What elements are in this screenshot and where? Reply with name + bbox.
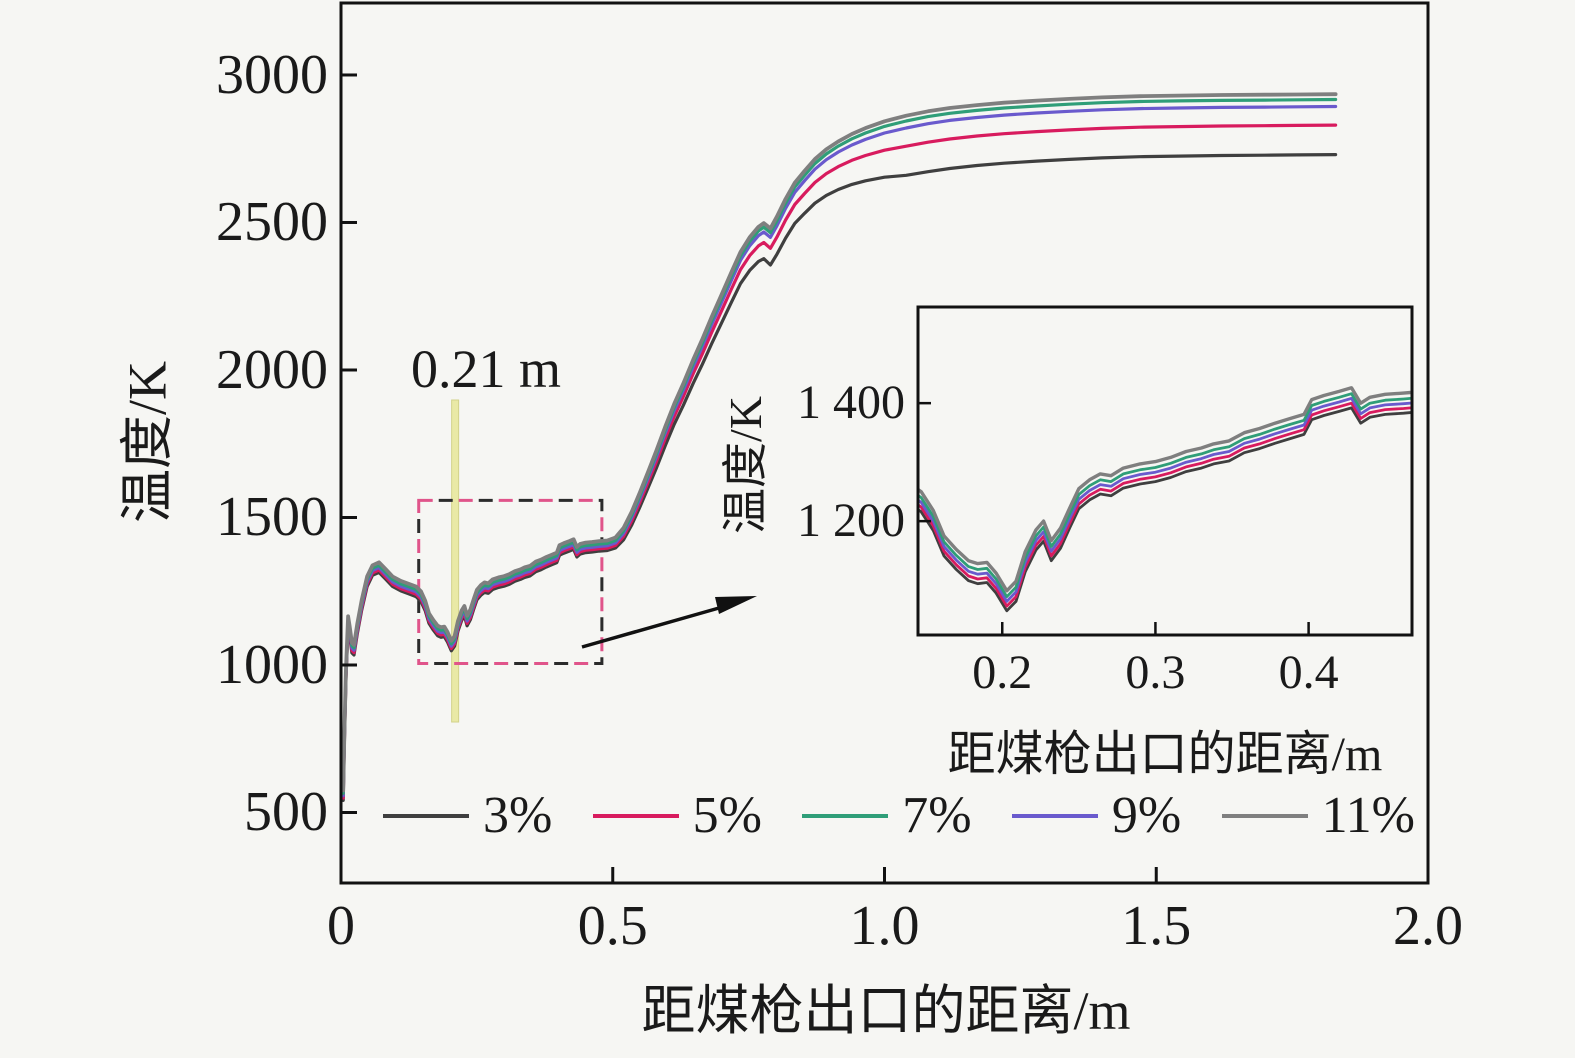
inset-x-tick-label-0.2: 0.2 bbox=[972, 646, 1033, 699]
inset-x-tick-label-0.4: 0.4 bbox=[1278, 646, 1339, 699]
series-line-inset-3% bbox=[918, 406, 1412, 613]
main-x-axis-title: 距煤枪出口的距离/m bbox=[641, 981, 1131, 1041]
legend-item-5%: 5% bbox=[592, 787, 762, 845]
main-x-tick-label-1.5: 1.5 bbox=[1121, 895, 1192, 957]
zoom-region-box-pink bbox=[417, 498, 604, 666]
legend: 3% 5% 7% 9% 11% bbox=[383, 786, 1415, 846]
main-x-tick-label-2.0: 2.0 bbox=[1393, 895, 1463, 957]
marker-line-0-21m bbox=[451, 399, 460, 723]
legend-item-9%: 9% bbox=[1011, 787, 1182, 845]
inset-plot-border bbox=[916, 305, 1414, 637]
legend-item-11%: 11% bbox=[1221, 787, 1415, 845]
inset-y-tick-label-1400: 1 400 bbox=[797, 376, 905, 430]
legend-label-7%: 7% bbox=[902, 787, 972, 844]
legend-label-11%: 11% bbox=[1321, 787, 1415, 844]
zoom-arrow-head bbox=[715, 596, 757, 614]
legend-swatch-9% bbox=[1011, 814, 1098, 818]
annotation-0-21-m: 0.21 m bbox=[410, 339, 562, 399]
main-y-tick-label-500: 500 bbox=[244, 781, 328, 844]
inset-x-tick-label-0.3: 0.3 bbox=[1125, 646, 1186, 699]
legend-swatch-7% bbox=[802, 814, 889, 818]
series-line-inset-7% bbox=[918, 392, 1412, 599]
legend-item-3%: 3% bbox=[383, 787, 552, 845]
main-x-tick-label-0.5: 0.5 bbox=[577, 895, 648, 957]
series-line-inset-5% bbox=[918, 401, 1412, 608]
legend-swatch-11% bbox=[1221, 814, 1308, 818]
series-line-inset-9% bbox=[918, 397, 1412, 603]
series-line-main-3% bbox=[341, 153, 1338, 802]
legend-label-9%: 9% bbox=[1111, 787, 1182, 844]
legend-label-5%: 5% bbox=[692, 787, 762, 844]
main-x-tick-label-1.0: 1.0 bbox=[849, 895, 920, 957]
zoom-region-box-dark bbox=[417, 498, 604, 666]
main-x-tick-label-0: 0 bbox=[327, 895, 355, 957]
series-line-main-11% bbox=[341, 92, 1338, 793]
zoom-arrow-line bbox=[581, 604, 727, 649]
inset-x-axis-title: 距煤枪出口的距离/m bbox=[947, 728, 1383, 781]
main-y-tick-label-2000: 2000 bbox=[216, 338, 328, 401]
legend-item-7%: 7% bbox=[802, 787, 972, 845]
inset-y-tick-label-1200: 1 200 bbox=[797, 494, 905, 548]
legend-swatch-3% bbox=[383, 814, 469, 818]
main-y-tick-label-2500: 2500 bbox=[216, 191, 328, 254]
legend-swatch-5% bbox=[592, 814, 679, 818]
legend-label-3%: 3% bbox=[483, 787, 553, 844]
main-y-tick-label-1500: 1500 bbox=[216, 486, 328, 549]
main-y-tick-label-1000: 1000 bbox=[216, 633, 328, 696]
series-line-inset-11% bbox=[918, 386, 1412, 593]
main-y-tick-label-3000: 3000 bbox=[216, 43, 328, 106]
